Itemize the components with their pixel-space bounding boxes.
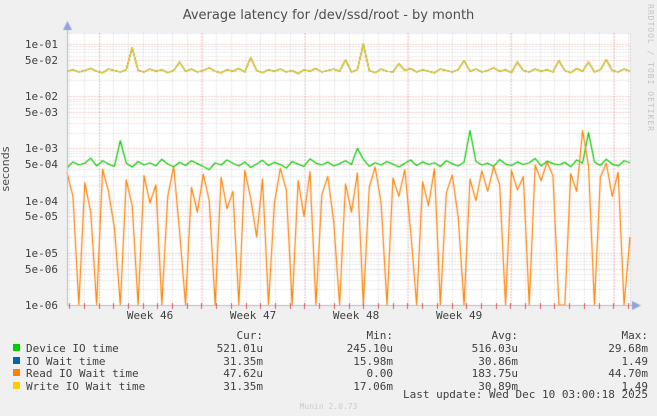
- legend-cur-value: 31.35m: [223, 379, 263, 393]
- legend-header-min: Min:: [366, 329, 394, 342]
- legend-min-value: 245.10u: [346, 342, 393, 355]
- legend-min-value: 0.00: [366, 367, 394, 380]
- legend-min-value: 17.06m: [353, 379, 393, 393]
- legend-max-value: 1.49: [621, 379, 649, 393]
- legend-label: Write IO Wait time: [26, 379, 146, 393]
- y-tick-label: 1e-01: [24, 37, 58, 51]
- legend-label: Read IO Wait time: [26, 367, 139, 380]
- y-tick-label: 5e-02: [24, 53, 58, 67]
- legend-avg-value: 183.75u: [471, 367, 518, 380]
- legend-row: Write IO Wait time 31.35m 17.06m 30.89m …: [0, 379, 657, 393]
- x-tick-label: Week 47: [229, 309, 277, 322]
- x-tick-label: Week 46: [126, 309, 174, 322]
- y-tick-label: 5e-03: [24, 105, 58, 119]
- legend-max-value: 29.68m: [608, 342, 648, 355]
- last-update-text: Last update: Wed Dec 10 03:00:18 2025: [402, 388, 648, 401]
- legend-label: IO Wait time: [26, 354, 106, 368]
- x-tick-label: Week 48: [332, 309, 380, 322]
- read-io-wait-swatch-icon: [13, 369, 20, 376]
- x-tick-label: Week 49: [435, 309, 483, 322]
- legend-header-avg: Avg:: [491, 329, 519, 342]
- write-io-wait-swatch-icon: [13, 381, 20, 389]
- legend-header-cur: Cur:: [236, 329, 264, 342]
- legend-row: IO Wait time 31.35m 15.98m 30.86m 1.49: [0, 354, 657, 368]
- y-tick-label: 1e-02: [24, 90, 58, 104]
- legend-row: Read IO Wait time 47.62u 0.00 183.75u 44…: [0, 367, 657, 380]
- chart-title: Average latency for /dev/ssd/root - by m…: [182, 8, 475, 23]
- chart-canvas: [0, 0, 657, 330]
- y-tick-label: 1e-06: [24, 299, 58, 312]
- legend-max-value: 1.49: [621, 354, 649, 368]
- legend-cur-value: 521.01u: [216, 342, 263, 355]
- legend-cur-value: 31.35m: [223, 354, 263, 368]
- y-tick-label: 5e-06: [24, 262, 58, 276]
- legend-row: Device IO time 521.01u 245.10u 516.03u 2…: [0, 342, 657, 355]
- legend-min-value: 15.98m: [353, 354, 393, 368]
- legend-cur-value: 47.62u: [223, 367, 263, 380]
- legend-max-value: 44.70m: [608, 367, 648, 380]
- legend-avg-value: 30.86m: [478, 354, 518, 368]
- device-io-swatch-icon: [13, 344, 20, 351]
- y-tick-label: 5e-05: [24, 210, 58, 224]
- y-tick-label: 1e-05: [24, 246, 58, 260]
- y-tick-label: 1e-04: [24, 194, 58, 208]
- legend-avg-value: 516.03u: [471, 342, 518, 355]
- rrdtool-watermark: RRDTOOL / TOBI OETIKER: [646, 4, 655, 132]
- legend-label: Device IO time: [26, 342, 119, 355]
- y-tick-label: 1e-03: [24, 142, 58, 156]
- legend-header-max: Max:: [621, 329, 649, 342]
- munin-version-watermark: Munin 2.0.73: [299, 402, 358, 411]
- legend-avg-value: 30.89m: [478, 379, 518, 393]
- io-wait-swatch-icon: [13, 356, 20, 364]
- y-tick-label: 5e-04: [24, 158, 58, 172]
